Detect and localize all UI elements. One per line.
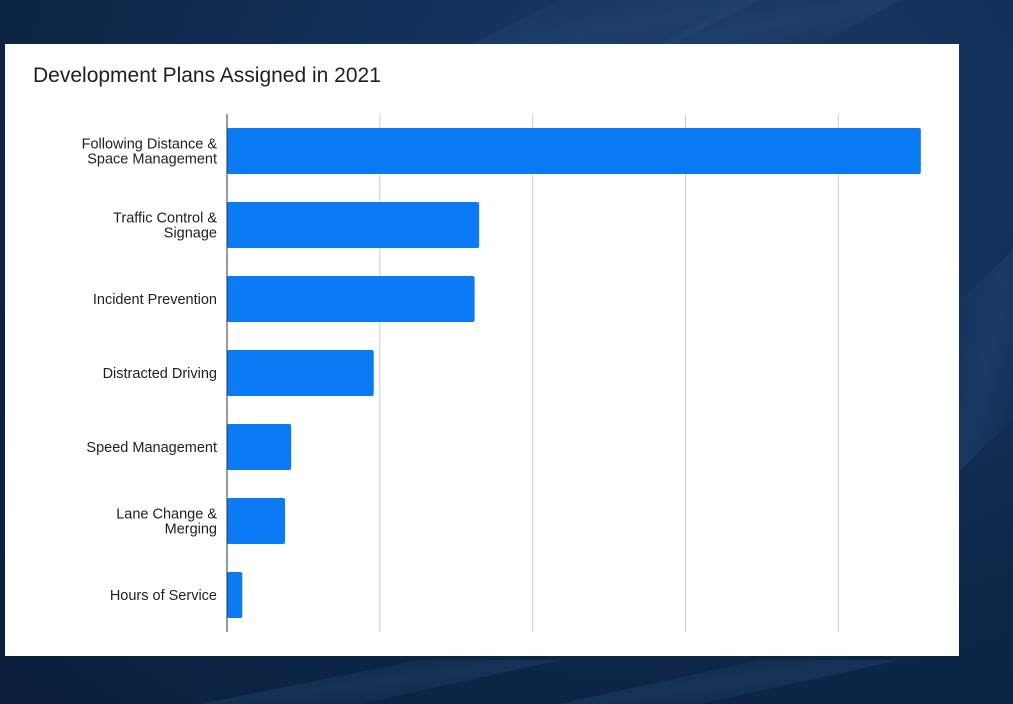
chart-card: Development Plans Assigned in 2021 Follo… [5, 44, 959, 656]
bar [227, 498, 286, 544]
bar [227, 572, 243, 618]
category-label: Speed Management [86, 440, 217, 456]
bar [227, 276, 475, 322]
bar [227, 202, 480, 248]
category-label: Traffic Control & Signage [113, 211, 217, 242]
bar [227, 128, 921, 174]
bar [227, 350, 374, 396]
category-label: Incident Prevention [93, 292, 217, 308]
category-label: Lane Change & Merging [116, 507, 217, 538]
bar [227, 424, 292, 470]
category-label: Distracted Driving [103, 366, 217, 382]
category-label: Following Distance & Space Management [82, 137, 218, 168]
bar-chart: Following Distance & Space Management Traf… [82, 114, 921, 632]
chart-title: Development Plans Assigned in 2021 [33, 64, 381, 87]
category-label: Hours of Service [110, 588, 217, 604]
